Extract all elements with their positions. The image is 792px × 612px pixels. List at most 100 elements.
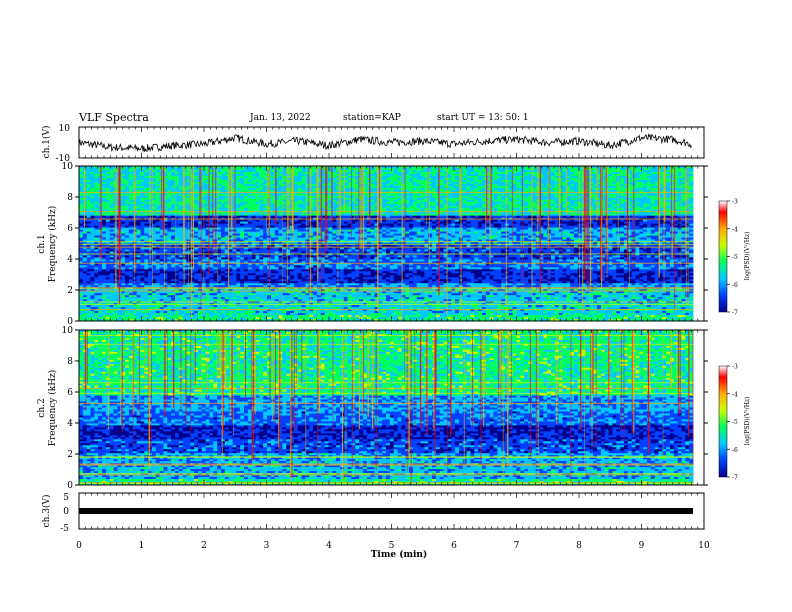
spectrogram-cell — [351, 166, 356, 169]
spectrogram-cell — [232, 167, 237, 171]
spectrogram-cell — [293, 187, 299, 191]
spectrogram-cell — [466, 191, 471, 195]
spectrogram-cell — [94, 169, 99, 173]
spectrogram-cell — [316, 171, 322, 175]
spectrogram-cell — [677, 169, 682, 173]
spectrogram-cell — [581, 166, 586, 169]
spectrogram-cell — [470, 171, 475, 175]
spectrogram-cell — [370, 197, 375, 201]
spectrogram-cell — [635, 169, 640, 173]
spectrogram-cell — [493, 177, 498, 181]
spectrogram-cell — [178, 173, 184, 177]
station-label: station=KAP — [343, 113, 401, 123]
spectrogram-cell — [151, 189, 157, 193]
spectrogram-cell — [527, 181, 533, 185]
spectrogram-cell — [79, 183, 84, 187]
spectrogram-cell — [293, 169, 299, 173]
spectrogram-cell — [608, 179, 613, 183]
spectrogram-cell — [163, 167, 168, 171]
spectrogram-cell — [623, 183, 629, 187]
spectrogram-cell — [224, 193, 230, 197]
spectrogram-cell — [673, 166, 679, 169]
spectrogram-cell — [301, 193, 306, 197]
spectrogram-cell — [305, 199, 310, 203]
spectrogram-cell — [255, 195, 260, 199]
spectrogram-cell — [489, 167, 494, 171]
spectrogram-cell — [504, 179, 510, 183]
spectrogram-cell — [420, 189, 425, 193]
spectrogram-cell — [309, 177, 314, 181]
spectrogram-cell — [589, 169, 594, 173]
spectrogram-cell — [228, 185, 233, 189]
spectrogram-cell — [643, 189, 648, 193]
spectrogram-cell — [86, 173, 91, 177]
spectrogram-cell — [244, 187, 249, 191]
spectrogram-cell — [416, 195, 421, 199]
spectrogram-cell — [182, 181, 187, 185]
spectrogram-cell — [209, 195, 214, 199]
spectrogram-cell — [558, 187, 563, 191]
spectrogram-cell — [255, 187, 260, 191]
spectrogram-cell — [351, 197, 356, 201]
spectrogram-cell — [570, 167, 575, 171]
spectrogram-cell — [121, 169, 126, 173]
spectrogram-cell — [462, 167, 467, 171]
spectrogram-cell — [524, 181, 529, 185]
spectrogram-cell — [531, 175, 537, 179]
spectrogram-cell — [689, 193, 694, 197]
spectrogram-cell — [531, 177, 537, 181]
spectrogram-cell — [320, 191, 325, 195]
spectrogram-cell — [416, 167, 421, 171]
spectrogram-cell — [474, 189, 479, 193]
spectrogram-cell — [386, 181, 391, 185]
spectrogram-cell — [125, 191, 130, 195]
spectrogram-cell — [493, 195, 498, 199]
spectrogram-cell — [136, 173, 141, 177]
spectrogram-cell — [370, 181, 375, 185]
spectrogram-cell — [98, 189, 103, 193]
spectrogram-cell — [574, 179, 579, 183]
spectrogram-cell — [451, 197, 456, 201]
spectrogram-cell — [251, 179, 256, 183]
spectrogram-cell — [439, 173, 444, 177]
spectrogram-cell — [293, 191, 299, 195]
spectrogram-cell — [247, 193, 253, 197]
spectrogram-cell — [497, 181, 502, 185]
spectrogram-cell — [531, 166, 537, 169]
spectrogram-cell — [378, 193, 383, 197]
spectrogram-cell — [320, 195, 325, 199]
spectrogram-cell — [278, 181, 283, 185]
spectrogram-cell — [639, 169, 644, 173]
spectrogram-cell — [608, 185, 613, 189]
spectrogram-cell — [105, 183, 111, 187]
spectrogram-cell — [420, 179, 425, 183]
spectrogram-cell — [658, 197, 663, 201]
spectrogram-cell — [94, 189, 99, 193]
spectrogram-cell — [370, 191, 375, 195]
spectrogram-cell — [182, 185, 187, 189]
spectrogram-cell — [209, 183, 214, 187]
spectrogram-cell — [194, 195, 199, 199]
spectrogram-cell — [512, 193, 517, 197]
spectrogram-cell — [370, 169, 375, 173]
spectrogram-cell — [378, 191, 383, 195]
spectrogram-cell — [485, 189, 491, 193]
spectrogram-cell — [355, 187, 360, 191]
spectrogram-cell — [600, 193, 606, 197]
spectrogram-cell — [232, 166, 237, 169]
spectrogram-cell — [305, 189, 310, 193]
spectrogram-cell — [539, 197, 544, 201]
spectrogram-cell — [428, 167, 433, 171]
spectrogram-cell — [309, 191, 314, 195]
spectrogram-cell — [432, 191, 437, 195]
spectrogram-cell — [224, 197, 230, 201]
spectrogram-cell — [102, 197, 107, 201]
spectrogram-cell — [386, 195, 391, 199]
spectrogram-cell — [320, 173, 325, 177]
spectrogram-cell — [493, 169, 498, 173]
spectrogram-cell — [389, 183, 395, 187]
spectrogram-cell — [623, 166, 629, 169]
spectrogram-cell — [393, 181, 398, 185]
spectrogram-cell — [673, 167, 679, 171]
spectrogram-cell — [543, 181, 548, 185]
